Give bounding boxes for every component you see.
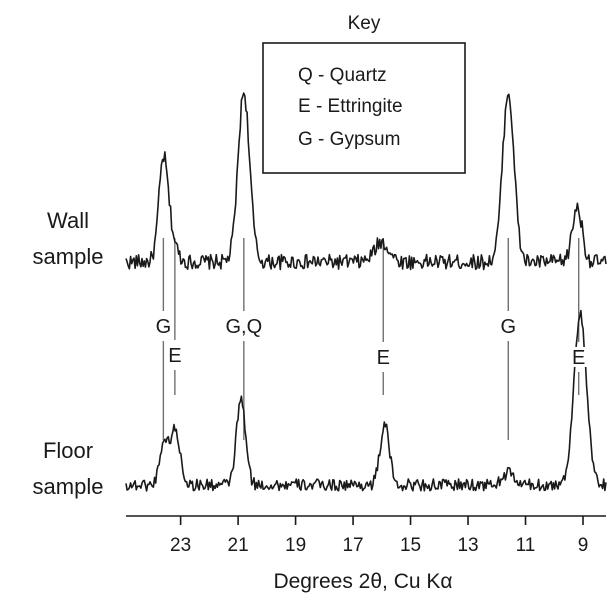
x-tick-label: 19 [285, 535, 306, 556]
key-box [262, 42, 466, 174]
diffraction-traces [125, 92, 607, 492]
x-tick-label: 11 [516, 535, 536, 556]
peak-assignment-label: G [156, 316, 172, 338]
x-tick-label: 17 [342, 535, 363, 556]
wall-sample-label-line1: Wall [47, 208, 89, 233]
peak-assignment-label: E [168, 345, 181, 367]
peak-assignment-label: G [500, 316, 516, 338]
key-title: Key [348, 13, 381, 34]
key-entry-quartz: Q - Quartz [298, 65, 387, 86]
key-entry-ettringite: E - Ettringite [298, 96, 403, 117]
x-axis-ticks: 23 21 19 17 15 13 11 9 [170, 516, 588, 556]
wall-sample-trace [125, 92, 607, 271]
peak-assignment-label: E [572, 347, 585, 369]
x-tick-label: 23 [170, 535, 191, 556]
peak-assignment-label: G,Q [226, 316, 263, 338]
floor-sample-label-line2: sample [33, 474, 104, 499]
peak-guide-lines [162, 238, 580, 440]
floor-sample-trace [125, 309, 607, 492]
peak-assignment-label: E [377, 347, 390, 369]
x-tick-label: 21 [228, 535, 249, 556]
x-axis-title: Degrees 2θ, Cu Kα [273, 570, 452, 593]
key-entry-gypsum: G - Gypsum [298, 129, 400, 150]
x-tick-label: 15 [400, 535, 421, 556]
x-tick-label: 13 [457, 535, 478, 556]
wall-sample-label-line2: sample [33, 244, 104, 269]
floor-sample-label-line1: Floor [43, 438, 93, 463]
x-tick-label: 9 [578, 535, 589, 556]
